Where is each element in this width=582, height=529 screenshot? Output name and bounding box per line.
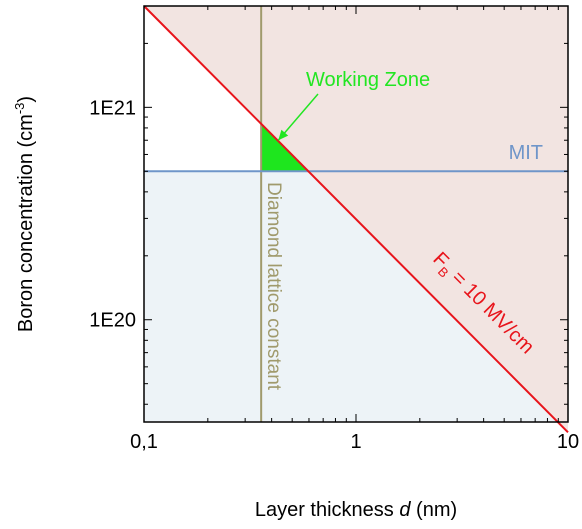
y-axis-title-end: ) (15, 96, 37, 103)
y-tick-label: 1E21 (89, 97, 136, 119)
x-axis-title-prefix: Layer thickness (255, 499, 400, 521)
y-axis-title: Boron concentration (cm-3) (12, 96, 37, 332)
series-lines (143, 5, 569, 434)
y-tick-label: 1E20 (89, 310, 136, 332)
y-axis-title-main: Boron concentration (cm (15, 114, 37, 332)
annotation-arrow (277, 93, 319, 141)
x-axis-title-italic: d (399, 499, 411, 521)
diamond-lattice-label: Diamond lattice constant (263, 182, 284, 391)
working-zone-arrow (277, 93, 319, 141)
x-axis-title-suffix: (nm) (410, 499, 457, 521)
axis-ticks (143, 5, 569, 422)
y-axis-title-sup: -3 (12, 103, 27, 115)
x-axis-title: Layer thickness d (nm) (255, 499, 457, 521)
x-tick-label: 1 (350, 431, 361, 453)
working-zone-arrow-head (278, 129, 289, 141)
x-tick-label: 0,1 (130, 431, 158, 453)
x-tick-label: 10 (557, 431, 579, 453)
tick-labels: 0,1 1 10 1E20 1E21 (89, 97, 579, 453)
working-zone-label: Working Zone (306, 69, 430, 91)
mit-label: MIT (509, 142, 543, 164)
field-limit-line (143, 5, 569, 434)
